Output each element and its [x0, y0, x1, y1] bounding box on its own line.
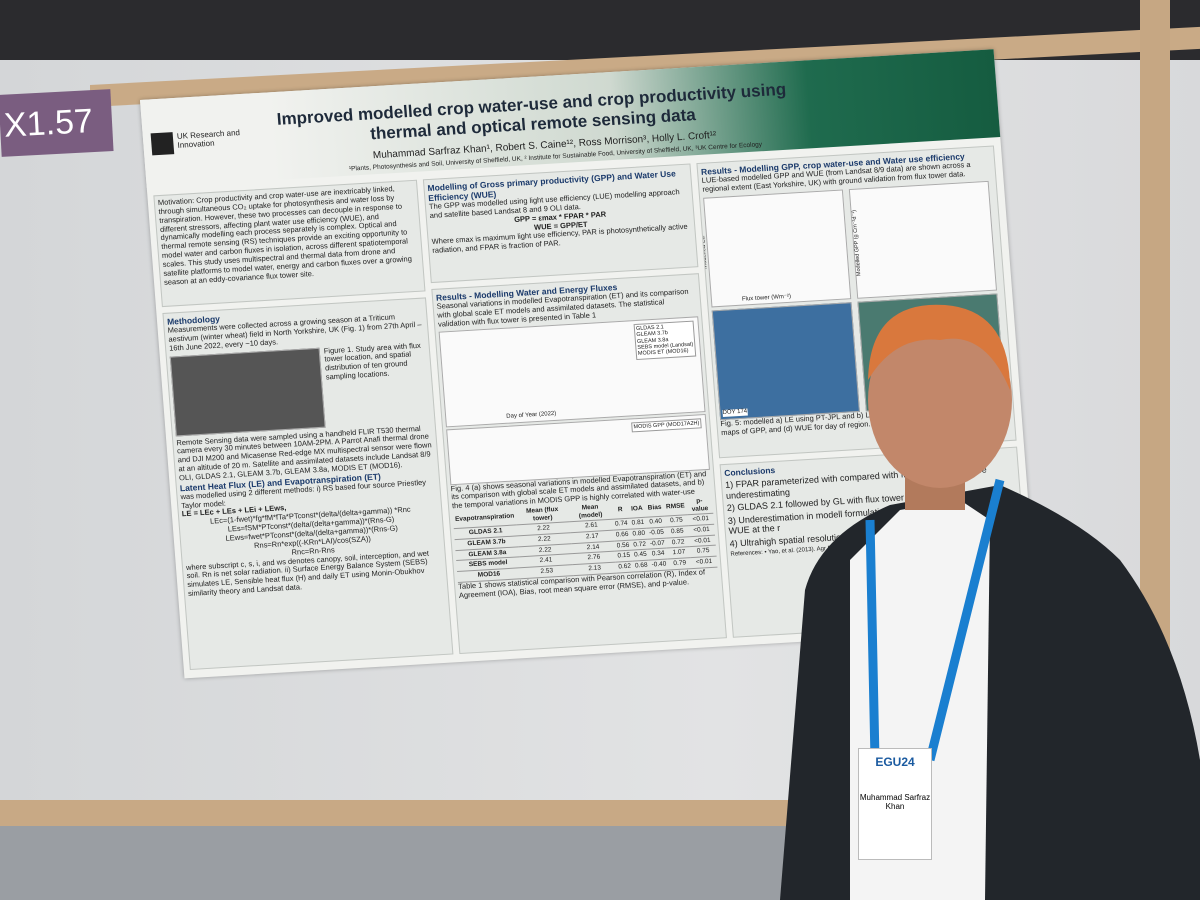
hair [868, 304, 1010, 390]
frame-bottom [0, 800, 800, 826]
face [868, 312, 1012, 488]
badge-event: EGU24 [875, 755, 915, 769]
jacket [780, 485, 1200, 900]
badge-name: Muhammad Sarfraz Khan [859, 793, 931, 811]
lanyard [865, 478, 1005, 762]
badge: EGU24 Muhammad Sarfraz Khan [858, 748, 932, 860]
